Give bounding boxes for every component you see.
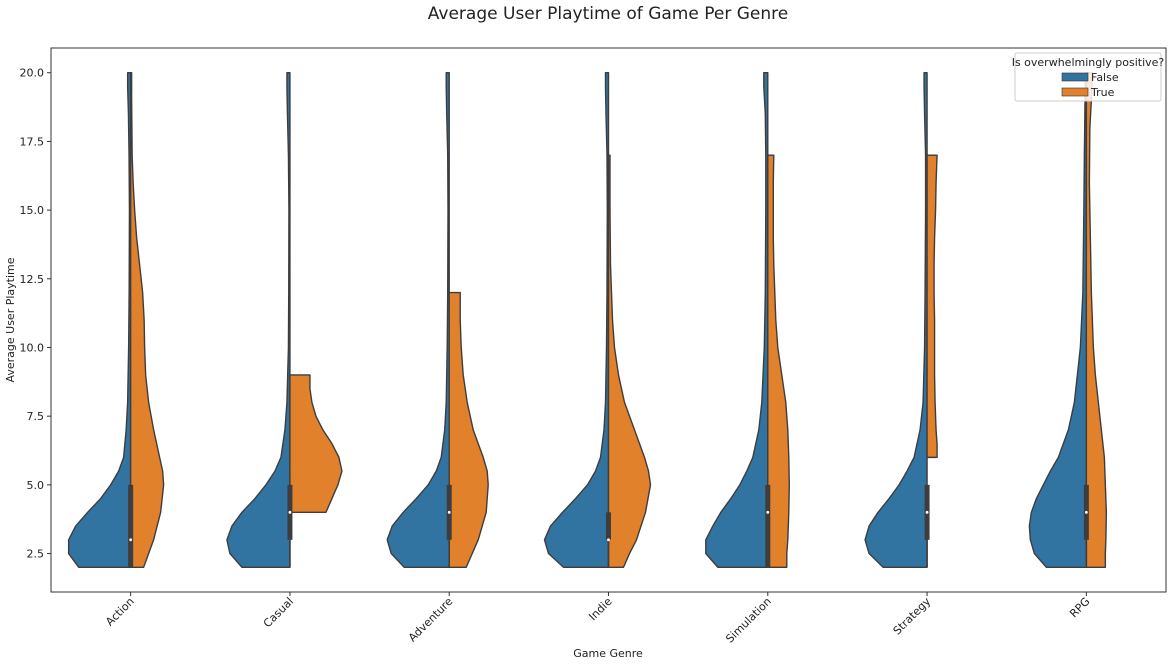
violin-half-true-indie	[607, 154, 652, 568]
x-tick-label-adventure: Adventure	[406, 595, 456, 645]
legend-swatch-true	[1061, 87, 1089, 97]
violin-half-false-adventure	[386, 72, 450, 568]
y-tick-label: 7.5	[27, 410, 45, 423]
y-tick-label: 15.0	[20, 204, 45, 217]
legend-title: Is overwhelmingly positive?	[1012, 56, 1165, 69]
violin-half-true-casual	[289, 374, 343, 514]
y-tick-label: 17.5	[20, 135, 45, 148]
violin-half-false-casual	[226, 72, 291, 568]
violin-half-true-strategy	[926, 154, 938, 459]
x-tick-label-strategy: Strategy	[891, 595, 934, 638]
y-tick-label: 12.5	[20, 273, 45, 286]
median-point-simulation	[766, 510, 770, 514]
y-axis: 2.5 5.0 7.5 10.0 12.5 15.0 17.5 20.0	[20, 67, 51, 561]
chart-title: Average User Playtime of Game Per Genre	[428, 4, 788, 24]
median-point-strategy	[925, 510, 929, 514]
x-tick-label-simulation: Simulation	[723, 595, 774, 646]
y-tick-label: 5.0	[27, 479, 45, 492]
iqr-box-simulation	[765, 484, 771, 568]
violin-half-true-simulation	[767, 154, 790, 568]
x-tick-label-casual: Casual	[261, 595, 296, 630]
violin-half-false-strategy	[864, 72, 928, 568]
y-axis-label: Average User Playtime	[4, 257, 17, 382]
plot-area	[67, 72, 1108, 568]
x-axis: Action Casual Adventure Indie Simulation Stra…	[103, 592, 1092, 646]
median-point-rpg	[1084, 510, 1088, 514]
violin-half-false-indie	[543, 72, 610, 568]
violin-half-false-simulation	[705, 72, 769, 568]
violin-half-true-rpg	[1085, 72, 1108, 568]
median-point-casual	[288, 510, 292, 514]
iqr-box-action	[128, 484, 134, 568]
violin-half-true-adventure	[448, 291, 489, 568]
median-point-indie	[607, 538, 610, 542]
y-tick-label: 10.0	[20, 341, 45, 354]
legend: Is overwhelmingly positive? False True	[1012, 52, 1165, 102]
x-axis-label: Game Genre	[573, 647, 643, 660]
y-tick-label: 20.0	[20, 67, 45, 80]
violin-half-true-action	[129, 72, 165, 568]
x-tick-label-rpg: RPG	[1067, 595, 1092, 620]
x-tick-label-action: Action	[103, 595, 137, 629]
median-point-action	[129, 538, 133, 542]
legend-swatch-false	[1061, 72, 1089, 82]
y-tick-label: 2.5	[27, 548, 45, 561]
violin-half-false-rpg	[1028, 72, 1088, 568]
iqr-box-indie	[606, 512, 611, 540]
violin-half-false-action	[67, 72, 132, 568]
x-tick-label-indie: Indie	[586, 595, 614, 623]
legend-label-false: False	[1091, 71, 1119, 84]
legend-label-true: True	[1090, 86, 1115, 99]
median-point-adventure	[447, 510, 451, 514]
